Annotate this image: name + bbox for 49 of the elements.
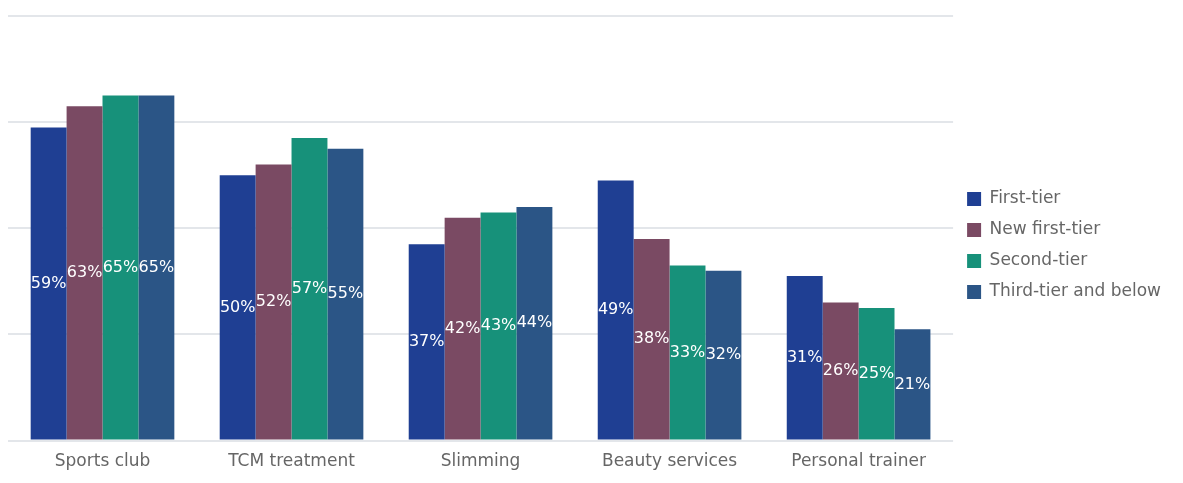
data-label: 57% <box>291 277 328 297</box>
bar <box>327 148 364 440</box>
data-label: 33% <box>669 341 706 361</box>
x-tick-label: TCM treatment <box>227 450 356 471</box>
data-label: 65% <box>138 256 175 276</box>
data-label: 59% <box>30 272 67 292</box>
data-label: 52% <box>255 291 292 311</box>
bar <box>597 180 634 440</box>
data-label: 38% <box>633 328 670 348</box>
data-label: 32% <box>705 344 742 364</box>
data-label: 42% <box>444 317 481 337</box>
bar <box>822 302 859 440</box>
bar <box>102 95 139 440</box>
bar <box>291 138 328 440</box>
bar <box>255 164 292 440</box>
bar <box>894 329 931 440</box>
x-tick-label: Beauty services <box>601 450 738 471</box>
data-label: 63% <box>66 262 103 282</box>
bar <box>408 244 445 440</box>
bar <box>669 265 706 440</box>
bar <box>705 270 742 440</box>
bar <box>633 238 670 440</box>
bar <box>516 207 553 440</box>
data-label: 44% <box>516 312 553 332</box>
bar <box>30 127 67 440</box>
legend-label: Third-tier and below <box>988 280 1162 301</box>
data-label: 25% <box>858 362 895 382</box>
data-label: 26% <box>822 360 859 380</box>
bar <box>66 106 103 440</box>
data-label: 31% <box>786 346 823 366</box>
data-label: 50% <box>219 296 256 316</box>
bar <box>480 212 517 440</box>
data-label: 37% <box>408 331 445 351</box>
data-label: 55% <box>327 283 364 303</box>
data-label: 49% <box>597 299 634 319</box>
x-tick-label: Slimming <box>440 450 521 471</box>
legend-label: First-tier <box>989 187 1061 208</box>
data-label: 43% <box>480 315 517 335</box>
bar <box>219 175 256 440</box>
bar <box>786 276 823 440</box>
legend-label: New first-tier <box>989 218 1101 239</box>
x-tick-label: Personal trainer <box>791 450 926 471</box>
data-label: 65% <box>102 256 139 276</box>
legend-label: Second-tier <box>989 249 1088 270</box>
bar <box>138 95 175 440</box>
bar <box>858 307 895 440</box>
data-label: 21% <box>894 373 931 393</box>
x-tick-label: Sports club <box>54 450 151 471</box>
bar <box>444 217 481 440</box>
